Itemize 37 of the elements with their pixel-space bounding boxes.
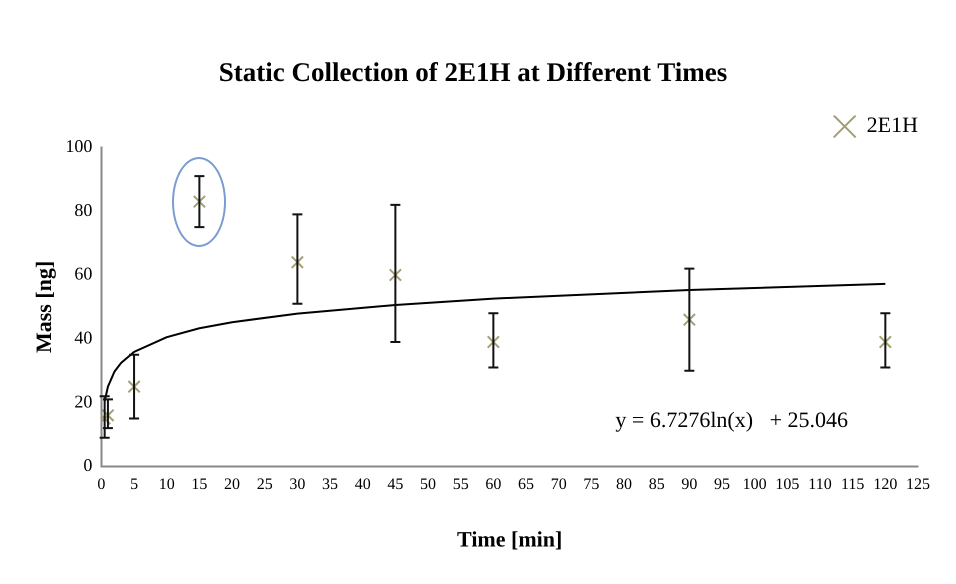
x-tick-label: 120 bbox=[873, 476, 898, 494]
x-tick-label: 60 bbox=[485, 476, 502, 494]
x-axis-title: Time [min] bbox=[457, 526, 562, 552]
x-tick-label: 10 bbox=[158, 476, 175, 494]
y-tick-label: 100 bbox=[65, 136, 92, 156]
x-tick-label: 65 bbox=[518, 476, 534, 494]
x-tick-label: 50 bbox=[420, 476, 436, 494]
x-tick-label: 30 bbox=[289, 476, 306, 494]
x-tick-label: 40 bbox=[354, 476, 371, 494]
x-tick-label: 15 bbox=[191, 476, 208, 494]
y-tick-label: 40 bbox=[74, 328, 92, 348]
x-tick-label: 95 bbox=[714, 476, 730, 494]
x-tick-label: 5 bbox=[130, 476, 138, 494]
y-tick-label: 0 bbox=[83, 455, 92, 476]
x-tick-label: 70 bbox=[550, 476, 567, 494]
x-tick-label: 85 bbox=[648, 476, 665, 494]
x-tick-label: 55 bbox=[452, 476, 469, 494]
x-tick-label: 80 bbox=[616, 476, 632, 494]
y-tick-label: 20 bbox=[74, 391, 92, 412]
x-tick-label: 115 bbox=[840, 476, 864, 494]
x-tick-label: 125 bbox=[906, 476, 930, 494]
x-tick-label: 105 bbox=[775, 476, 800, 494]
x-tick-label: 110 bbox=[808, 476, 832, 494]
x-tick-label: 75 bbox=[583, 476, 600, 494]
x-tick-label: 20 bbox=[224, 476, 240, 494]
legend-label: 2E1H bbox=[866, 112, 918, 138]
x-tick-label: 0 bbox=[97, 476, 106, 494]
annotation: y = 6.7276ln(x) + 25.046 bbox=[615, 407, 848, 432]
x-tick-label: 45 bbox=[387, 476, 404, 494]
chart-title: Static Collection of 2E1H at Different Times bbox=[218, 57, 728, 88]
x-tick-label: 25 bbox=[256, 476, 273, 494]
x-tick-label: 35 bbox=[322, 476, 338, 494]
x-tick-label: 90 bbox=[681, 476, 698, 494]
y-tick-label: 80 bbox=[74, 200, 92, 220]
x-tick-label: 100 bbox=[742, 476, 767, 494]
y-tick-label: 60 bbox=[74, 264, 92, 284]
y-axis-title: Mass [ng] bbox=[30, 260, 56, 354]
